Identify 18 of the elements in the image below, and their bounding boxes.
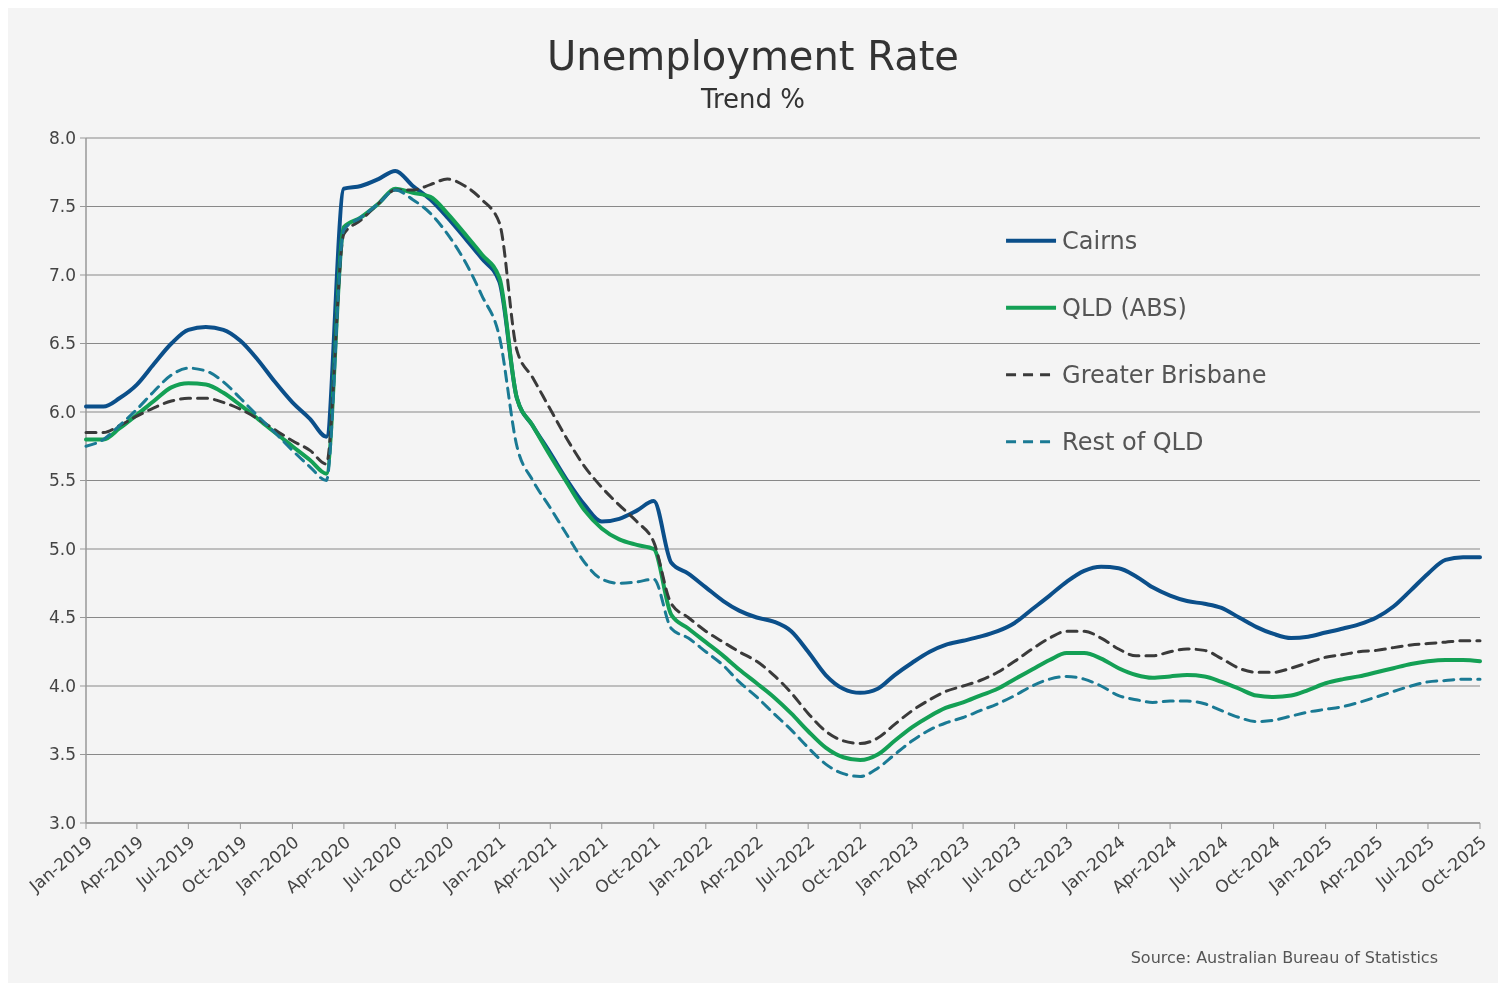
legend-label: Greater Brisbane	[1062, 361, 1267, 390]
y-tick-label: 7.5	[48, 196, 76, 217]
y-tick-label: 8.0	[48, 127, 76, 148]
legend-label: QLD (ABS)	[1062, 294, 1187, 323]
y-tick-label: 4.0	[48, 675, 76, 696]
y-tick-label: 5.5	[48, 470, 76, 491]
y-tick-label: 4.5	[48, 607, 76, 628]
y-tick-label: 3.5	[48, 744, 76, 765]
legend-label: Rest of QLD	[1062, 428, 1204, 457]
chart-title: Unemployment Rate	[547, 33, 959, 79]
y-tick-label: 5.0	[48, 538, 76, 559]
legend-label: Cairns	[1062, 227, 1138, 256]
y-tick-label: 3.0	[48, 812, 76, 833]
y-tick-label: 6.0	[48, 401, 76, 422]
chart-subtitle: Trend %	[699, 84, 806, 114]
y-tick-label: 7.0	[48, 264, 76, 285]
y-tick-label: 6.5	[48, 333, 76, 354]
source-note: Source: Australian Bureau of Statistics	[1130, 948, 1438, 967]
